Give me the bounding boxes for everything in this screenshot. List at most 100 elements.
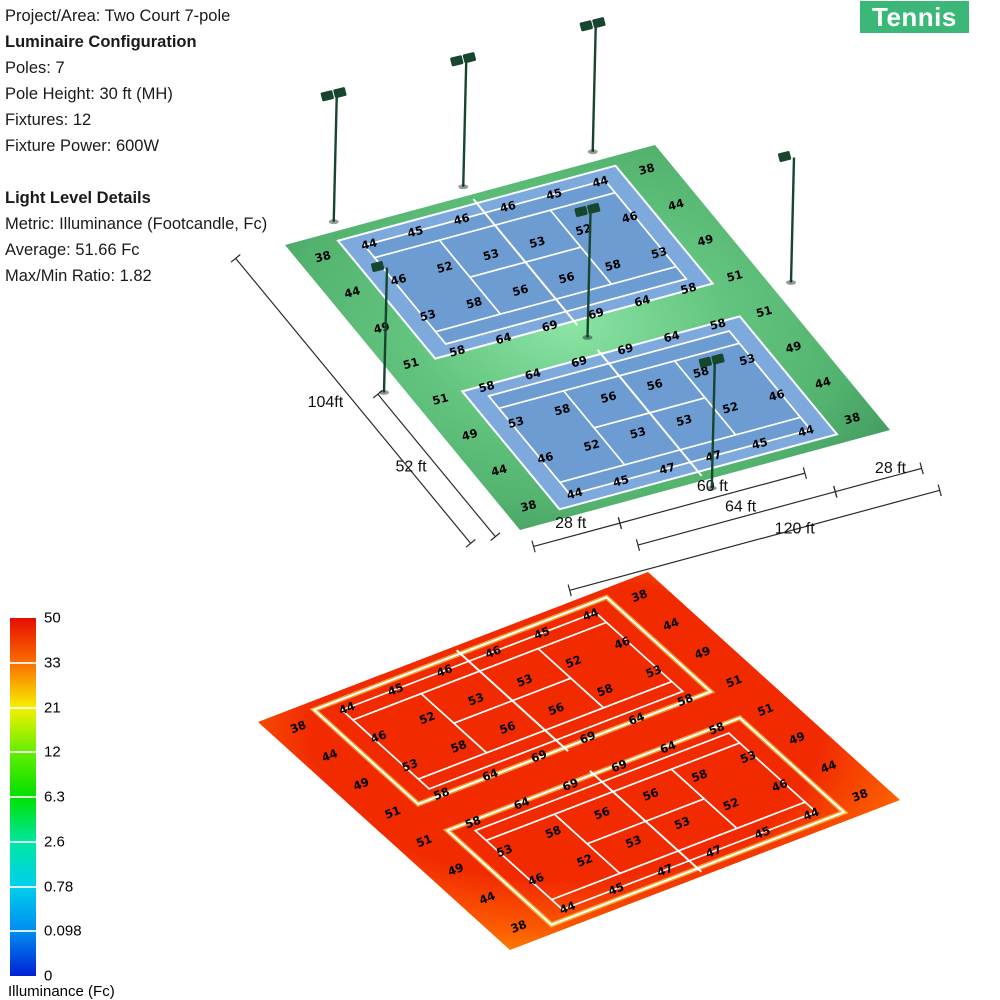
legend-tick-label: 2.6 <box>44 833 65 851</box>
illuminance-value: 51 <box>755 303 774 321</box>
illuminance-value: 45 <box>752 823 772 842</box>
dimension-tick <box>567 584 572 597</box>
illuminance-value: 53 <box>466 690 486 709</box>
court-line-markings-1 <box>312 596 713 806</box>
illuminance-value: 44 <box>801 804 821 823</box>
illuminance-value: 38 <box>509 917 529 936</box>
illuminance-value: 69 <box>616 340 635 358</box>
light-pole <box>574 202 601 340</box>
illuminance-value: 58 <box>543 822 563 841</box>
dimension-line <box>619 472 806 524</box>
pole-fixture-icon <box>462 52 477 64</box>
legend-tick-label: 33 <box>44 654 61 672</box>
illuminance-value: 69 <box>578 728 598 747</box>
illuminance-value: 53 <box>738 747 758 766</box>
illuminance-value: 46 <box>483 642 503 661</box>
dimension-tick <box>531 540 536 553</box>
illuminance-value: 56 <box>592 804 612 823</box>
illuminance-value: 44 <box>591 173 610 191</box>
pole-fixture-icon <box>592 17 606 29</box>
illuminance-value: 52 <box>582 436 601 454</box>
view-illuminance-heatmap: 38 44 45 46 46 45 44 38 44 46 52 53 53 52 46 44 49 53 58 56… <box>258 572 900 950</box>
light-poles <box>320 17 796 491</box>
legend-tick-label: 0.78 <box>44 878 74 895</box>
light-pole <box>777 151 796 285</box>
illuminance-value: 58 <box>465 294 484 312</box>
illuminance-value: 45 <box>750 435 769 453</box>
illuminance-value: 56 <box>511 281 530 299</box>
illuminance-value: 69 <box>560 775 580 794</box>
dimension-tick <box>635 539 641 551</box>
illuminance-value: 58 <box>449 737 469 756</box>
pole-fixture-icon <box>711 353 725 365</box>
court-line <box>455 649 569 752</box>
illuminance-value: 58 <box>708 315 727 333</box>
illuminance-value: 49 <box>784 338 803 356</box>
light-pole <box>698 353 725 491</box>
illuminance-value: 58 <box>691 363 710 381</box>
illuminance-value: 58 <box>463 813 483 832</box>
illuminance-value: 51 <box>725 267 744 285</box>
legend-tick-mark <box>10 751 36 754</box>
illuminance-value: 56 <box>641 785 661 804</box>
illuminance-value: 45 <box>532 624 552 643</box>
illuminance-value: 64 <box>480 765 500 784</box>
illuminance-value: 51 <box>401 355 420 373</box>
light-pole <box>450 52 477 190</box>
illuminance-value: 58 <box>679 280 698 298</box>
illuminance-value: 53 <box>481 246 500 264</box>
legend-tick-label: 0 <box>44 967 53 985</box>
illuminance-value: 45 <box>406 223 425 241</box>
illuminance-value: 46 <box>612 633 632 652</box>
legend-tick-label: 6.3 <box>44 788 65 806</box>
illuminance-value: 53 <box>400 756 420 775</box>
legend-tick-label: 12 <box>44 743 61 761</box>
illuminance-value: 58 <box>431 784 451 803</box>
illuminance-value: 53 <box>650 244 669 262</box>
illuminance-value: 38 <box>843 410 862 428</box>
pole-base-shadow <box>582 335 593 340</box>
pole-shaft <box>382 267 389 393</box>
illuminance-value: 44 <box>666 196 685 214</box>
illuminance-value: 38 <box>637 160 656 178</box>
legend-tick-mark <box>10 706 36 709</box>
illuminance-value: 58 <box>595 681 615 700</box>
dimension-line <box>637 491 836 546</box>
illuminance-value: 45 <box>611 472 630 490</box>
sport-type-badge: Tennis <box>860 1 969 33</box>
pole-fixture-icon <box>370 261 385 273</box>
dimension-tick <box>802 467 808 480</box>
illuminance-value: 52 <box>417 708 437 727</box>
court-line <box>472 198 579 326</box>
illuminance-value: 53 <box>644 662 664 681</box>
court-line <box>589 770 703 873</box>
pole-fixture-icon <box>320 90 334 102</box>
illuminance-value: 47 <box>704 842 724 861</box>
illuminance-value-grid: 38 44 45 46 46 45 44 38 44 46 52 53 53 52 46 44 49 53 58 56… <box>313 160 862 514</box>
illuminance-value: 53 <box>506 413 525 431</box>
illuminance-value: 69 <box>570 353 589 371</box>
illuminance-value: 38 <box>313 248 332 266</box>
pole-base-shadow <box>458 184 469 190</box>
illuminance-value: 44 <box>320 746 340 765</box>
illuminance-value: 46 <box>452 210 471 228</box>
pole-shaft <box>710 363 716 489</box>
illuminance-value: 56 <box>645 376 664 394</box>
illuminance-value: 44 <box>581 605 601 624</box>
illuminance-value: 49 <box>787 729 807 748</box>
dimension-tick <box>372 389 383 399</box>
illuminance-value: 45 <box>386 680 406 699</box>
illuminance-value: 56 <box>599 388 618 406</box>
illuminance-value: 64 <box>662 328 681 346</box>
court-line-markings-1 <box>336 164 715 360</box>
illuminance-value: 53 <box>494 841 514 860</box>
legend-tick-label: 0.098 <box>44 922 82 940</box>
legend-tick-mark <box>10 885 36 888</box>
pole-base-shadow <box>328 219 339 225</box>
dimension-tick <box>465 539 476 548</box>
illuminance-value: 58 <box>477 378 496 396</box>
illuminance-value: 69 <box>586 305 605 323</box>
pole-shaft <box>462 61 468 187</box>
illuminance-value: 46 <box>368 727 388 746</box>
